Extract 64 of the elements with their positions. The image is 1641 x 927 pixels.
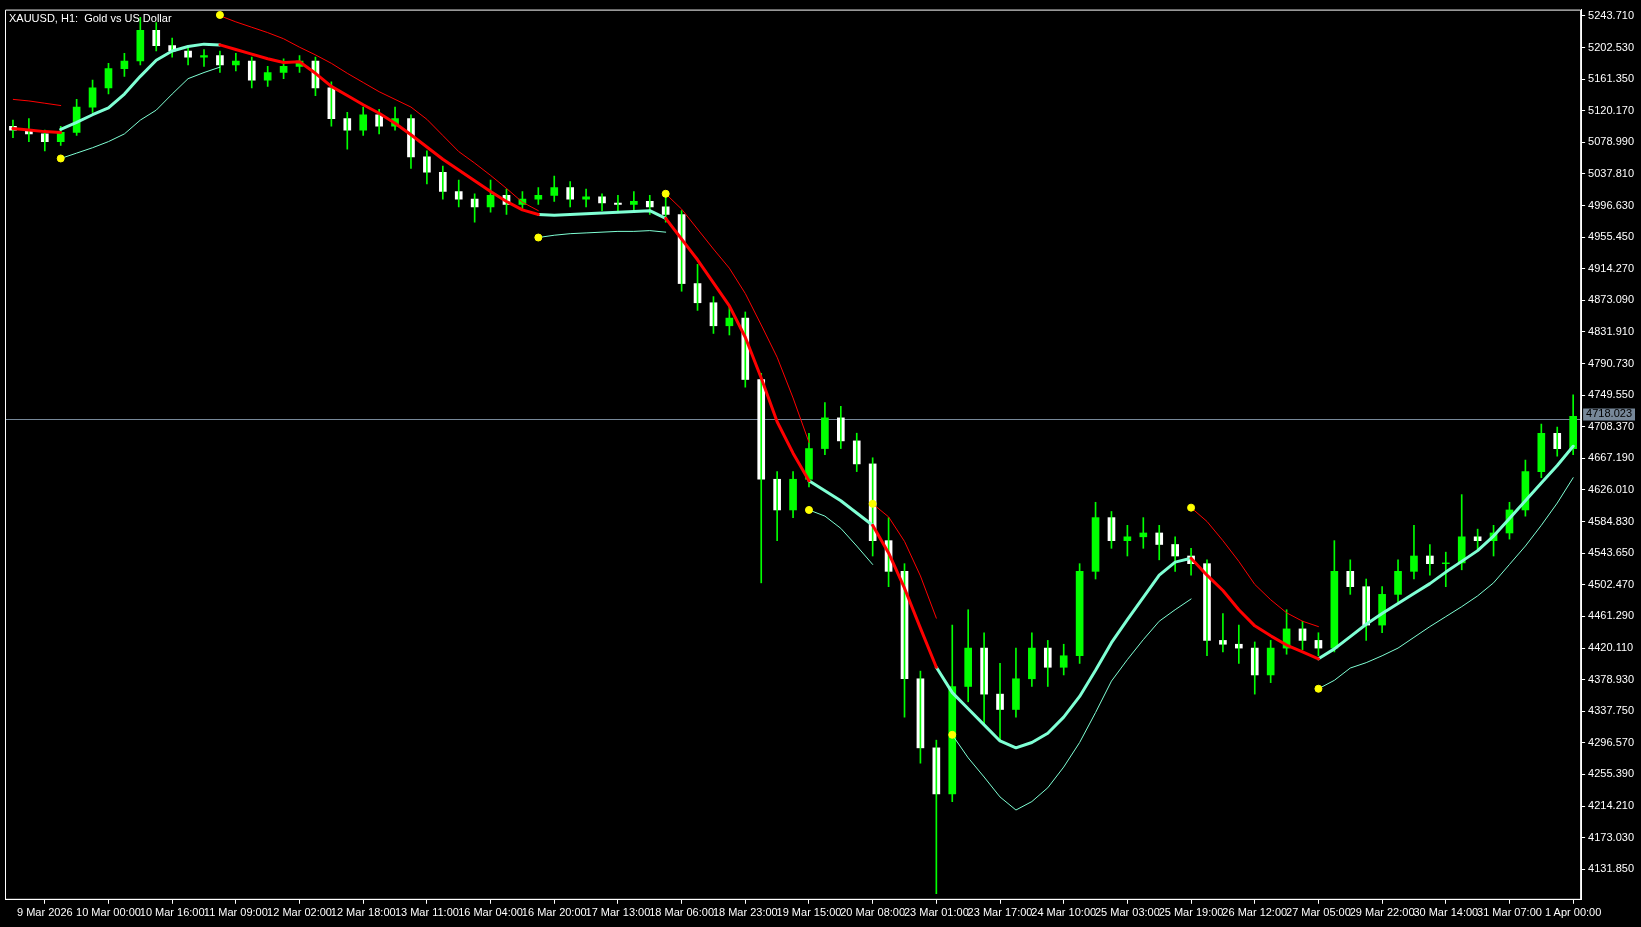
y-tick-label: 4378.930 bbox=[1588, 672, 1635, 685]
y-tick-label: 4214.210 bbox=[1588, 799, 1635, 812]
x-tick-label: 31 Mar 07:00 bbox=[1477, 906, 1542, 919]
x-tick-label: 26 Mar 12:00 bbox=[1222, 906, 1288, 919]
y-tick-label: 5161.350 bbox=[1588, 72, 1635, 85]
x-tick-label: 30 Mar 14:00 bbox=[1413, 906, 1479, 919]
x-tick-label: 27 Mar 05:00 bbox=[1286, 906, 1351, 919]
y-tick-label: 5037.810 bbox=[1588, 167, 1635, 179]
x-tick-label: 1 Apr 00:00 bbox=[1545, 906, 1602, 919]
y-tick-label: 4502.470 bbox=[1588, 577, 1635, 590]
y-tick-label: 4790.730 bbox=[1588, 356, 1635, 369]
x-tick-label: 19 Mar 15:00 bbox=[776, 906, 842, 919]
y-tick-label: 4131.850 bbox=[1588, 862, 1635, 875]
x-tick-label: 23 Mar 01:00 bbox=[903, 906, 969, 919]
y-tick-label: 4955.450 bbox=[1588, 230, 1635, 243]
y-tick-label: 4173.030 bbox=[1588, 830, 1635, 843]
x-tick-label: 16 Mar 04:00 bbox=[458, 906, 523, 919]
point bbox=[804, 505, 813, 514]
point bbox=[1314, 684, 1323, 693]
y-tick-label: 4337.750 bbox=[1588, 704, 1635, 717]
x-tick-label: 18 Mar 06:00 bbox=[649, 906, 715, 919]
x-tick-label: 29 Mar 22:00 bbox=[1349, 906, 1415, 919]
x-tick-label: 13 Mar 11:00 bbox=[394, 906, 459, 919]
point bbox=[534, 233, 543, 242]
x-tick-label: 11 Mar 09:00 bbox=[203, 906, 268, 919]
y-tick-label: 5078.990 bbox=[1588, 135, 1635, 148]
y-tick-label: 4996.630 bbox=[1588, 198, 1635, 211]
x-tick-label: 12 Mar 02:00 bbox=[267, 906, 332, 919]
x-tick-label: 10 Mar 00:00 bbox=[76, 906, 141, 919]
y-tick-label: 4420.110 bbox=[1588, 641, 1634, 654]
y-tick-label: 4255.390 bbox=[1588, 767, 1635, 780]
y-tick-label: 5120.170 bbox=[1588, 103, 1635, 116]
y-tick-label: 4831.910 bbox=[1588, 325, 1635, 338]
point bbox=[215, 10, 224, 19]
ref-line-label: 4718.023 bbox=[1586, 407, 1633, 420]
y-tick-label: 4296.570 bbox=[1588, 735, 1635, 748]
x-tick-label: 25 Mar 03:00 bbox=[1094, 906, 1160, 919]
y-tick-label: 4626.010 bbox=[1588, 483, 1635, 496]
y-tick-label: 4461.290 bbox=[1588, 609, 1635, 622]
y-tick-label: 4749.550 bbox=[1588, 388, 1635, 401]
y-tick-label: 4543.650 bbox=[1588, 546, 1635, 559]
x-tick-label: 24 Mar 10:00 bbox=[1031, 906, 1097, 919]
x-tick-label: 20 Mar 08:00 bbox=[840, 906, 906, 919]
y-tick-label: 5202.530 bbox=[1588, 40, 1635, 53]
x-tick-label: 17 Mar 13:00 bbox=[585, 906, 651, 919]
point bbox=[1187, 503, 1196, 512]
x-tick-label: 25 Mar 19:00 bbox=[1158, 906, 1224, 919]
y-tick-label: 5243.710 bbox=[1588, 8, 1635, 21]
y-tick-label: 4584.830 bbox=[1588, 514, 1635, 527]
x-tick-label: 23 Mar 17:00 bbox=[967, 906, 1033, 919]
x-tick-label: 10 Mar 16:00 bbox=[139, 906, 205, 919]
point bbox=[661, 189, 670, 198]
y-tick-label: 4667.190 bbox=[1588, 451, 1635, 464]
y-tick-label: 4708.370 bbox=[1588, 419, 1635, 432]
y-tick-label: 4914.270 bbox=[1588, 261, 1635, 274]
y-tick-label: 4873.090 bbox=[1588, 293, 1635, 306]
candlestick bbox=[200, 49, 208, 67]
chart-title: XAUUSD, H1: Gold vs US Dollar bbox=[9, 12, 172, 25]
point bbox=[56, 154, 65, 163]
x-tick-label: 9 Mar 2026 bbox=[16, 906, 73, 919]
point bbox=[868, 499, 877, 508]
x-tick-label: 12 Mar 18:00 bbox=[330, 906, 396, 919]
x-tick-label: 16 Mar 20:00 bbox=[521, 906, 587, 919]
point bbox=[948, 730, 957, 739]
